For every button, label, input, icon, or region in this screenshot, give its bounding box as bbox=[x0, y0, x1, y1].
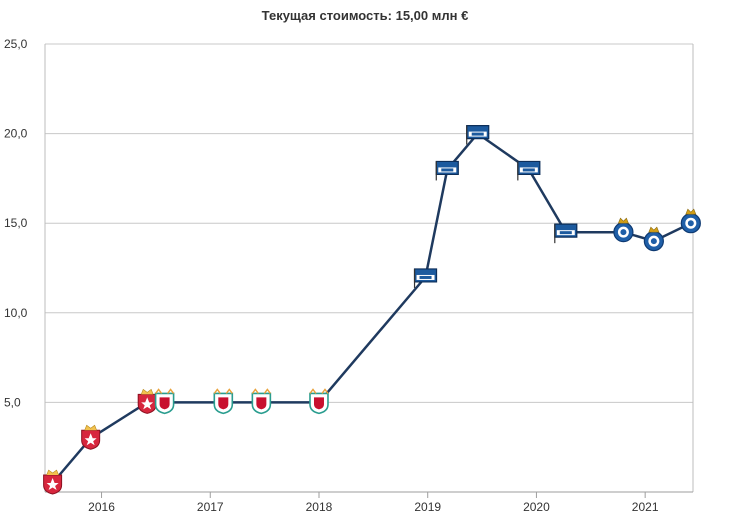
y-tick-label: 20,0 bbox=[4, 127, 28, 141]
porto-crest-icon[interactable] bbox=[643, 226, 664, 252]
x-tick-label: 2016 bbox=[88, 500, 115, 514]
liverpool-crest-icon[interactable] bbox=[309, 388, 329, 415]
liverpool-crest-icon[interactable] bbox=[213, 388, 234, 415]
hertha-crest-icon[interactable] bbox=[435, 160, 459, 181]
club-markers bbox=[43, 125, 701, 495]
x-tick-label: 2020 bbox=[523, 500, 550, 514]
x-tick-label: 2019 bbox=[414, 500, 441, 514]
porto-crest-icon[interactable] bbox=[680, 208, 701, 234]
hertha-crest-icon[interactable] bbox=[517, 160, 541, 181]
axes: 25,0 20,0 15,0 10,0 5,0 2016 2017 2018 2019 2020 2… bbox=[4, 37, 694, 514]
crvena-zvezda-crest-icon[interactable] bbox=[137, 388, 157, 414]
y-tick-label: 15,0 bbox=[4, 216, 28, 230]
porto-crest-icon[interactable] bbox=[613, 217, 634, 243]
hertha-crest-icon[interactable] bbox=[413, 268, 438, 288]
grid bbox=[45, 43, 693, 403]
crvena-zvezda-crest-icon[interactable] bbox=[43, 469, 63, 495]
hertha-crest-icon[interactable] bbox=[466, 125, 490, 145]
hertha-crest-icon[interactable] bbox=[554, 223, 578, 244]
crvena-zvezda-crest-icon[interactable] bbox=[81, 424, 101, 450]
x-tick-label: 2021 bbox=[632, 500, 659, 514]
y-tick-label: 5,0 bbox=[4, 395, 21, 409]
value-line bbox=[51, 132, 692, 484]
liverpool-crest-icon[interactable] bbox=[251, 388, 272, 415]
chart-title: Текущая стоимость: 15,00 млн € bbox=[261, 8, 469, 23]
y-tick-label: 10,0 bbox=[4, 306, 28, 320]
x-tick-label: 2018 bbox=[306, 500, 333, 514]
x-tick-label: 2017 bbox=[197, 500, 224, 514]
liverpool-crest-icon[interactable] bbox=[154, 388, 175, 415]
series-line bbox=[51, 132, 692, 484]
y-tick-label: 25,0 bbox=[4, 37, 28, 51]
